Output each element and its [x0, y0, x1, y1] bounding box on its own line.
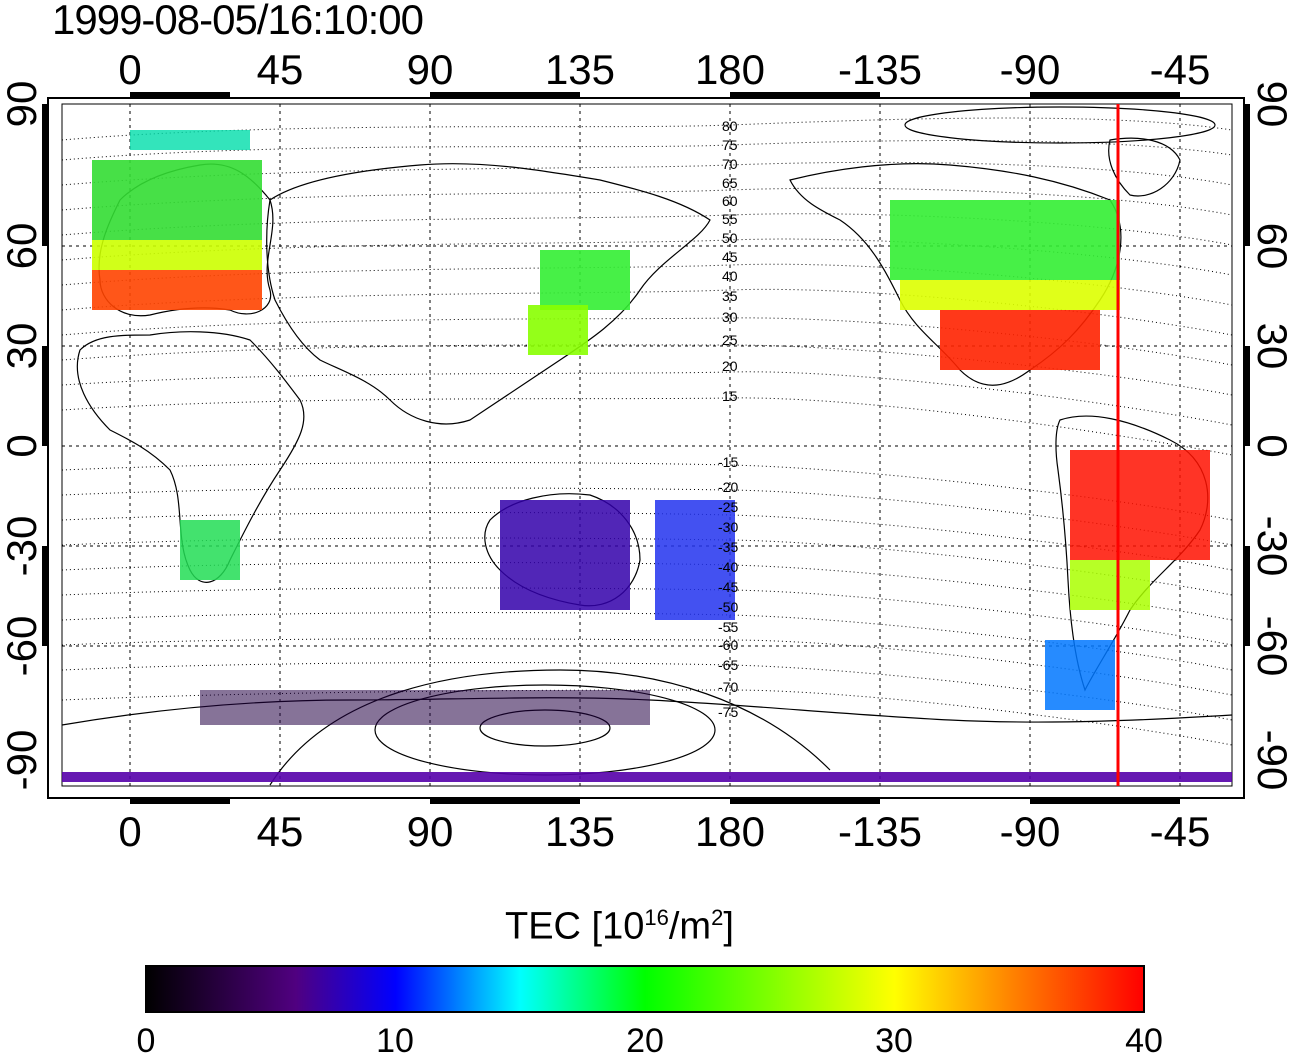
- lon-tick-label: 180: [695, 808, 765, 855]
- map-inner-frame: [61, 103, 1233, 787]
- contour-label: 70: [722, 156, 738, 172]
- contour-label: 50: [722, 230, 738, 246]
- contour-label: 40: [722, 268, 738, 284]
- lon-tick-label: 135: [545, 46, 615, 93]
- contour-label: -15: [718, 454, 738, 470]
- lat-tick-label: 90: [1249, 81, 1292, 128]
- tec-patch-sa-north: [1070, 450, 1210, 560]
- contour-labels: 80 75 70 65 60 55 50 45 40 35 30 25 20 1…: [718, 118, 738, 720]
- contour-label: -75: [718, 704, 738, 720]
- colorbar-title-exponent2: 2: [711, 905, 724, 930]
- tec-patch-na-south: [940, 310, 1100, 370]
- contour-label: -35: [718, 539, 738, 555]
- contour-label: -30: [718, 519, 738, 535]
- lat-tick-label: -30: [1249, 516, 1292, 577]
- lon-labels-bottom: 0 45 90 135 180 -135 -90 -45: [118, 808, 1210, 855]
- top-axis-ticks: [42, 92, 1250, 804]
- contour-label: 80: [722, 118, 738, 134]
- lat-labels-right: 90 60 30 0 -30 -60 -90: [1249, 81, 1292, 791]
- tec-patch-nz: [655, 500, 735, 620]
- tec-patch-europe-mid: [92, 240, 262, 270]
- lat-tick-label: -30: [0, 516, 45, 577]
- colorbar-title-exponent: 16: [644, 905, 669, 930]
- contour-label: -25: [718, 499, 738, 515]
- magnetic-latitude-contours: [61, 117, 1233, 746]
- colorbar-tick-label: 10: [376, 1022, 414, 1057]
- contour-label: -40: [718, 559, 738, 575]
- contour-label: 30: [722, 309, 738, 325]
- lon-tick-label: -45: [1150, 46, 1211, 93]
- lon-tick-label: 90: [407, 46, 454, 93]
- contour-label: -20: [718, 479, 738, 495]
- tec-patch-antarctic-band: [62, 772, 1232, 782]
- contour-label: -55: [718, 619, 738, 635]
- lat-tick-label: 0: [0, 434, 45, 457]
- lon-tick-label: 90: [407, 808, 454, 855]
- contour-label: 25: [722, 332, 738, 348]
- colorbar-title-text: TEC [10: [505, 905, 645, 948]
- contour-label: -45: [718, 579, 738, 595]
- lat-tick-label: -90: [1249, 730, 1292, 791]
- lon-tick-label: 45: [257, 46, 304, 93]
- colorbar-tick-label: 20: [626, 1022, 664, 1057]
- lon-tick-label: -135: [838, 46, 922, 93]
- contour-label: 60: [722, 193, 738, 209]
- tec-patch-asia-south: [528, 305, 588, 355]
- lon-tick-label: -135: [838, 808, 922, 855]
- lon-tick-label: -45: [1150, 808, 1211, 855]
- lat-tick-label: -90: [0, 730, 45, 791]
- colorbar-title: TEC [1016/m2]: [505, 905, 734, 949]
- lon-tick-label: 0: [118, 808, 141, 855]
- colorbar-tick-label: 30: [875, 1022, 913, 1057]
- tec-patch-arctic: [130, 130, 250, 150]
- lat-labels-left: 90 60 30 0 -30 -60 -90: [0, 81, 45, 791]
- contour-label: -70: [718, 679, 738, 695]
- colorbar-tick-label: 40: [1125, 1022, 1163, 1057]
- lon-tick-label: 180: [695, 46, 765, 93]
- lat-tick-label: -60: [1249, 616, 1292, 677]
- tec-patch-australia: [500, 500, 630, 610]
- tec-patch-sa-mid: [1070, 560, 1150, 610]
- lon-tick-label: -90: [1000, 46, 1061, 93]
- lon-tick-label: 135: [545, 808, 615, 855]
- tec-patch-na-north: [890, 200, 1120, 280]
- contour-label: 35: [722, 288, 738, 304]
- lon-labels-top: 0 45 90 135 180 -135 -90 -45: [118, 46, 1210, 93]
- tec-patch-europe-north: [92, 160, 262, 240]
- lon-tick-label: 45: [257, 808, 304, 855]
- contour-label: 45: [722, 249, 738, 265]
- lon-tick-label: 0: [118, 46, 141, 93]
- contour-label: 65: [722, 175, 738, 191]
- tec-patch-na-mid: [900, 280, 1120, 310]
- lat-tick-label: 90: [0, 81, 45, 128]
- tec-observations: [62, 130, 1232, 782]
- contour-label: 55: [722, 211, 738, 227]
- lat-tick-label: 0: [1249, 434, 1292, 457]
- contour-label: 75: [722, 137, 738, 153]
- lat-tick-label: -60: [0, 616, 45, 677]
- tec-patch-europe-south: [92, 270, 262, 310]
- tec-patch-antarctic-dark: [200, 690, 650, 725]
- contour-label: 20: [722, 358, 738, 374]
- lat-tick-label: 30: [0, 323, 45, 370]
- lat-tick-label: 60: [0, 223, 45, 270]
- colorbar-title-close: ]: [723, 905, 734, 948]
- tec-patch-south-africa: [180, 520, 240, 580]
- colorbar-ticks: 0 10 20 30 40: [137, 1022, 1163, 1057]
- map-title: 1999-08-05/16:10:00: [52, 0, 424, 43]
- lon-tick-label: -90: [1000, 808, 1061, 855]
- colorbar: [145, 965, 1145, 1013]
- tec-patch-asia-north: [540, 250, 630, 310]
- contour-label: -60: [718, 637, 738, 653]
- lat-tick-label: 60: [1249, 223, 1292, 270]
- contour-label: -65: [718, 657, 738, 673]
- lat-tick-label: 30: [1249, 323, 1292, 370]
- colorbar-tick-label: 0: [137, 1022, 156, 1057]
- contour-label: -50: [718, 599, 738, 615]
- colorbar-title-unit: /m: [668, 905, 712, 948]
- contour-label: 15: [722, 388, 738, 404]
- tec-patch-sa-south: [1045, 640, 1115, 710]
